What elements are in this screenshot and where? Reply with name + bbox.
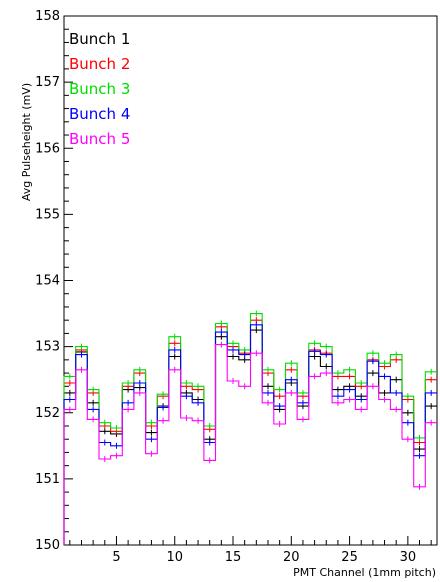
series-line bbox=[63, 344, 437, 545]
axes-layer: 150 151 152 153 154 155 156 157 158 5 10 15 20 25 30 bbox=[35, 9, 438, 565]
x-axis-title: PMT Channel (1mm pitch) bbox=[293, 566, 436, 579]
y-tick-label: 158 bbox=[35, 9, 60, 24]
x-tick-label: 15 bbox=[225, 550, 242, 565]
x-tick-label: 20 bbox=[283, 550, 300, 565]
series-layer bbox=[63, 310, 437, 545]
y-axis-title: Avg Pulseheight (mV) bbox=[20, 83, 33, 201]
y-tick-label: 151 bbox=[35, 472, 60, 487]
legend-entry: Bunch 2 bbox=[69, 55, 130, 73]
y-tick-label: 156 bbox=[35, 141, 60, 156]
legend-entry: Bunch 1 bbox=[69, 30, 130, 48]
y-tick-label: 157 bbox=[35, 75, 60, 90]
legend-entry: Bunch 4 bbox=[69, 105, 130, 123]
y-tick-label: 154 bbox=[35, 274, 60, 289]
series-5 bbox=[63, 341, 437, 545]
y-tick-label: 152 bbox=[35, 406, 60, 421]
y-tick-label: 155 bbox=[35, 207, 60, 222]
x-tick-label: 10 bbox=[166, 550, 183, 565]
legend-entry: Bunch 5 bbox=[69, 130, 130, 148]
legend-entry: Bunch 3 bbox=[69, 80, 130, 98]
legend: Bunch 1 Bunch 2 Bunch 3 Bunch 4 Bunch 5 bbox=[69, 30, 130, 148]
x-tick-label: 25 bbox=[341, 550, 358, 565]
x-tick-label: 5 bbox=[112, 550, 120, 565]
y-tick-label: 150 bbox=[35, 538, 60, 553]
y-tick-label: 153 bbox=[35, 340, 60, 355]
x-tick-label: 30 bbox=[400, 550, 417, 565]
